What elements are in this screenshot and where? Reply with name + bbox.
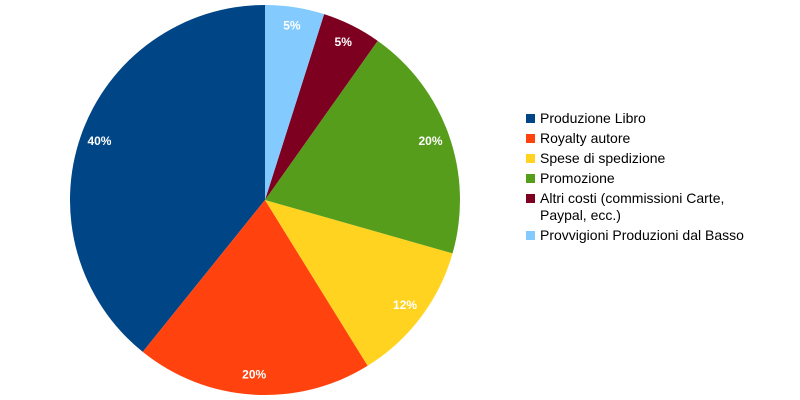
pie-slice (265, 5, 325, 200)
legend-swatch (526, 134, 535, 143)
legend-label: Produzione Libro (540, 110, 646, 126)
legend-item: Altri costi (commissioni Carte, Paypal, … (526, 190, 766, 224)
data-label: 12% (393, 298, 417, 312)
legend-item: Royalty autore (526, 130, 766, 147)
data-label: 5% (283, 19, 301, 33)
legend-swatch (526, 231, 535, 240)
legend-label: Promozione (540, 170, 615, 186)
legend-label: Royalty autore (540, 130, 631, 146)
pie-slice (265, 40, 460, 254)
data-label: 20% (242, 367, 266, 381)
pie-slice (265, 200, 453, 366)
legend-item: Promozione (526, 170, 766, 187)
legend-item: Produzione Libro (526, 110, 766, 127)
legend-item: Spese di spedizione (526, 150, 766, 167)
data-label: 40% (87, 134, 111, 148)
legend-label: Spese di spedizione (540, 150, 666, 166)
data-label: 20% (419, 134, 443, 148)
legend-label: Altri costi (commissioni Carte, Paypal, … (540, 190, 725, 223)
legend-swatch (526, 194, 535, 203)
pie-slice (69, 5, 265, 352)
legend-swatch (526, 174, 535, 183)
pie-slice (265, 14, 378, 200)
legend-label: Provvigioni Produzioni dal Basso (540, 227, 744, 243)
legend: Produzione Libro Royalty autore Spese di s… (526, 110, 766, 247)
legend-item: Provvigioni Produzioni dal Basso (526, 227, 766, 244)
legend-swatch (526, 114, 535, 123)
legend-swatch (526, 154, 535, 163)
pie-slice (142, 200, 368, 395)
data-label: 5% (335, 35, 353, 49)
